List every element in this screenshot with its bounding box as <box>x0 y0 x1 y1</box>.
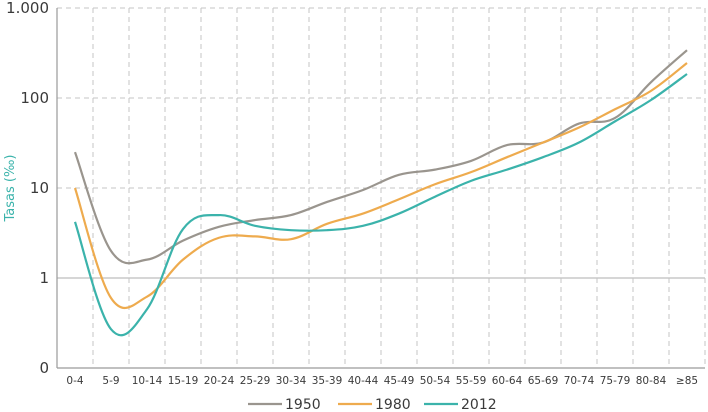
x-tick-label: 5-9 <box>102 375 119 387</box>
series-line-1950 <box>73 49 688 265</box>
x-tick-label: 50-54 <box>420 375 451 387</box>
grid-lines <box>57 7 706 368</box>
y-tick-label: 100 <box>20 89 49 107</box>
series-line-2012 <box>73 73 688 337</box>
y-tick-label: 10 <box>30 179 49 197</box>
y-tick-label: 0 <box>39 359 49 377</box>
x-tick-label: 20-24 <box>204 375 235 387</box>
y-tick-label: 1 <box>39 269 49 287</box>
series-lines <box>73 49 688 337</box>
y-axis-ticks: 0 1 10 100 1.000 <box>6 0 49 377</box>
x-tick-label: 0-4 <box>66 375 83 387</box>
legend: 1950 1980 2012 <box>248 397 497 412</box>
x-tick-label: 45-49 <box>384 375 415 387</box>
x-tick-label: 75-79 <box>600 375 631 387</box>
x-tick-label: 60-64 <box>492 375 523 387</box>
legend-label-2012: 2012 <box>461 397 497 412</box>
x-tick-label: 15-19 <box>168 375 199 387</box>
x-tick-label: 10-14 <box>132 375 163 387</box>
axes <box>56 8 705 369</box>
y-axis-label: Tasas (‰) <box>3 155 18 223</box>
x-tick-label: 25-29 <box>240 375 271 387</box>
x-axis-ticks: 0-4 5-9 10-14 15-19 20-24 25-29 30-34 35-39 40-4… <box>66 375 698 387</box>
legend-label-1980: 1980 <box>375 397 411 412</box>
x-tick-label: 70-74 <box>564 375 595 387</box>
x-tick-label: 30-34 <box>276 375 307 387</box>
x-tick-label: 55-59 <box>456 375 487 387</box>
x-tick-label: 35-39 <box>312 375 343 387</box>
series-line-1980 <box>73 62 688 310</box>
x-tick-label: ≥85 <box>676 375 698 387</box>
legend-label-1950: 1950 <box>285 397 321 412</box>
x-tick-label: 80-84 <box>636 375 667 387</box>
x-tick-label: 40-44 <box>348 375 379 387</box>
x-tick-label: 65-69 <box>528 375 559 387</box>
y-tick-label: 1.000 <box>6 0 49 17</box>
